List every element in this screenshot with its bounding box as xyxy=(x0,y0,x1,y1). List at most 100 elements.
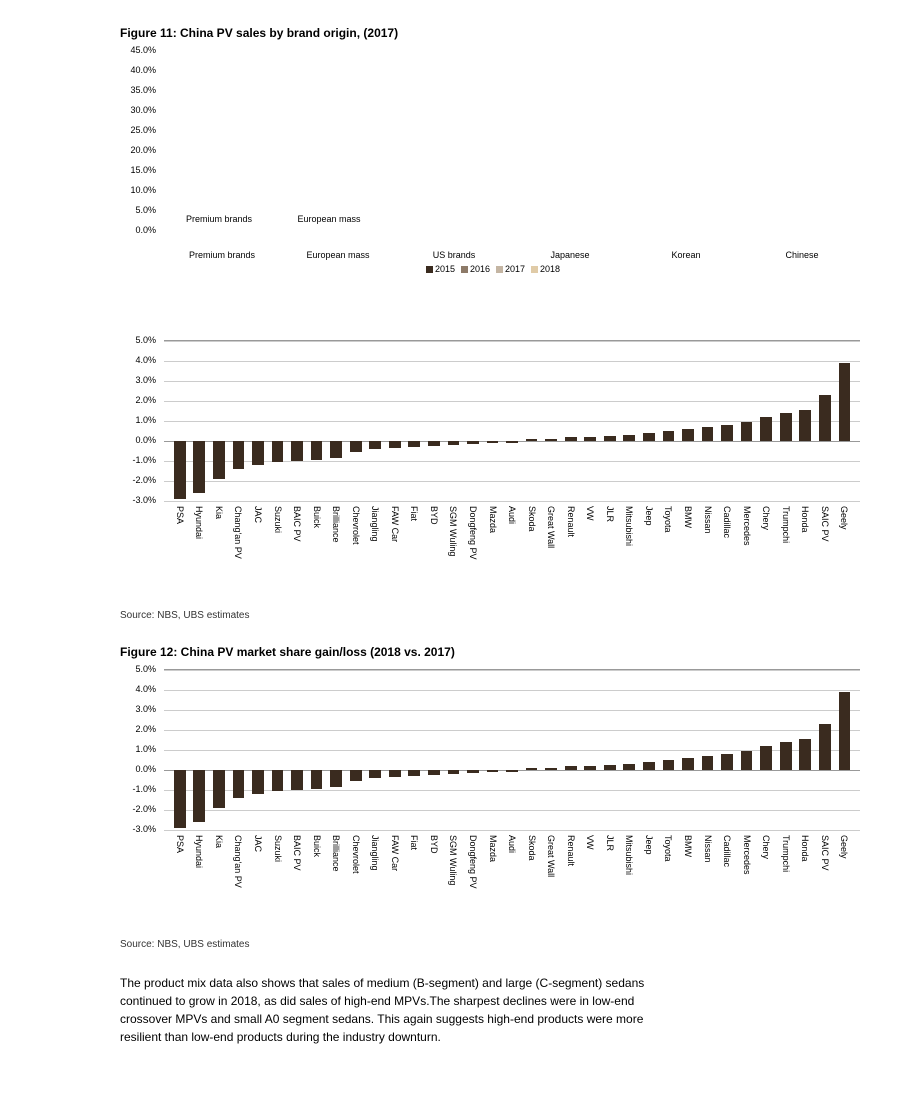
fig12-ytick: -1.0% xyxy=(132,455,156,465)
bar xyxy=(467,441,479,444)
bar xyxy=(623,764,635,770)
bar xyxy=(311,441,323,460)
bar xyxy=(760,746,772,770)
bar-col xyxy=(639,670,659,830)
bar xyxy=(780,742,792,770)
bar xyxy=(291,770,303,790)
bar-col xyxy=(424,670,444,830)
bar xyxy=(604,436,616,441)
bar xyxy=(389,441,401,448)
x-label: Chang'an PV xyxy=(229,835,249,925)
fig11-category: European mass xyxy=(280,250,396,260)
x-label: VW xyxy=(580,835,600,925)
bar xyxy=(799,410,811,441)
x-label: Brilliance xyxy=(326,835,346,925)
bar-col xyxy=(580,670,600,830)
bar-col xyxy=(346,670,366,830)
legend-swatch xyxy=(461,266,468,273)
bar-col xyxy=(502,341,522,501)
x-label: Mazda xyxy=(483,835,503,925)
x-label: Great Wall xyxy=(541,835,561,925)
legend-swatch xyxy=(531,266,538,273)
x-label: Cadillac xyxy=(717,506,737,596)
x-label: Chang'an PV xyxy=(229,506,249,596)
bar-col xyxy=(737,670,757,830)
x-label: BMW xyxy=(678,506,698,596)
x-label: Chery xyxy=(756,506,776,596)
fig12-ytick: 3.0% xyxy=(135,704,156,714)
fig11-category: US brands xyxy=(396,250,512,260)
bar-col xyxy=(717,341,737,501)
fig12-dup-chart: -3.0%-2.0%-1.0%0.0%1.0%2.0%3.0%4.0%5.0%P… xyxy=(120,340,860,600)
x-label: JAC xyxy=(248,506,268,596)
fig12-ytick: 4.0% xyxy=(135,355,156,365)
x-label: Suzuki xyxy=(268,506,288,596)
bar-col xyxy=(463,670,483,830)
bar xyxy=(526,768,538,770)
fig11-inner-cat: European mass xyxy=(274,214,384,224)
bar-col xyxy=(424,341,444,501)
x-label: Dongfeng PV xyxy=(463,835,483,925)
fig11-title: Figure 11: China PV sales by brand origi… xyxy=(120,26,860,40)
bar-col xyxy=(365,670,385,830)
x-label: BMW xyxy=(678,835,698,925)
fig12-plot xyxy=(164,340,860,501)
bar-col xyxy=(541,670,561,830)
fig12-bars xyxy=(170,341,854,501)
fig11-inner-row-a: Premium brandsEuropean mass xyxy=(164,214,860,224)
bar xyxy=(819,724,831,770)
bar xyxy=(741,422,753,441)
bar xyxy=(643,762,655,770)
x-label: Fiat xyxy=(405,506,425,596)
bar xyxy=(780,413,792,441)
x-label: Mitsubishi xyxy=(620,506,640,596)
bar-col xyxy=(248,341,268,501)
gridline xyxy=(164,830,860,831)
bar xyxy=(272,441,284,462)
bar-col xyxy=(502,670,522,830)
fig11-chart: 0.0%5.0%10.0%15.0%20.0%25.0%30.0%35.0%40… xyxy=(120,50,860,300)
bar-col xyxy=(405,341,425,501)
fig12-dup-source: Source: NBS, UBS estimates xyxy=(120,610,860,621)
bar-col xyxy=(170,341,190,501)
bar-col xyxy=(190,341,210,501)
x-label: Buick xyxy=(307,835,327,925)
fig11-legend: 2015201620172018 xyxy=(120,264,860,274)
bar xyxy=(389,770,401,777)
fig11-category: Premium brands xyxy=(164,250,280,260)
bar-col xyxy=(835,341,855,501)
bar-col xyxy=(444,341,464,501)
bar xyxy=(487,441,499,443)
x-label: Nissan xyxy=(698,506,718,596)
x-label: Honda xyxy=(796,835,816,925)
x-label: Geely xyxy=(835,506,855,596)
bar-col xyxy=(268,341,288,501)
x-label: Nissan xyxy=(698,835,718,925)
bar xyxy=(408,770,420,776)
bar-col xyxy=(346,341,366,501)
x-label: Audi xyxy=(502,506,522,596)
fig12-ytick: 3.0% xyxy=(135,375,156,385)
x-label: Dongfeng PV xyxy=(463,506,483,596)
x-label: Kia xyxy=(209,835,229,925)
bar xyxy=(584,437,596,441)
bar-col xyxy=(522,341,542,501)
fig11-category: Korean xyxy=(628,250,744,260)
bar xyxy=(565,766,577,770)
x-label: SAIC PV xyxy=(815,506,835,596)
bar xyxy=(369,441,381,449)
fig12-ytick: 2.0% xyxy=(135,395,156,405)
bar-col xyxy=(620,341,640,501)
legend-swatch xyxy=(426,266,433,273)
bar xyxy=(819,395,831,441)
bar xyxy=(213,770,225,808)
bar-col xyxy=(678,670,698,830)
x-label: FAW Car xyxy=(385,835,405,925)
fig12-plot xyxy=(164,669,860,830)
bar-col xyxy=(698,670,718,830)
bar-col xyxy=(600,341,620,501)
bar-col xyxy=(385,670,405,830)
bar xyxy=(193,770,205,822)
fig12-ytick: 0.0% xyxy=(135,435,156,445)
x-label: Trumpchi xyxy=(776,835,796,925)
